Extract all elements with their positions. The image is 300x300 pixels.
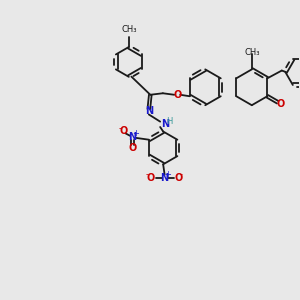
Text: O: O [119, 126, 128, 136]
Text: +: + [164, 170, 171, 179]
Text: O: O [147, 173, 155, 183]
Text: CH₃: CH₃ [121, 25, 136, 34]
Text: -: - [118, 124, 121, 133]
Text: +: + [132, 129, 139, 138]
Text: O: O [128, 143, 136, 153]
Text: -: - [146, 170, 149, 179]
Text: -: - [180, 170, 183, 179]
Text: O: O [173, 90, 181, 100]
Text: O: O [277, 99, 285, 109]
Text: N: N [128, 132, 136, 142]
Text: O: O [174, 173, 182, 183]
Text: N: N [161, 119, 169, 129]
Text: N: N [160, 173, 169, 183]
Text: N: N [145, 106, 153, 116]
Text: H: H [166, 116, 172, 125]
Text: CH₃: CH₃ [244, 48, 260, 57]
